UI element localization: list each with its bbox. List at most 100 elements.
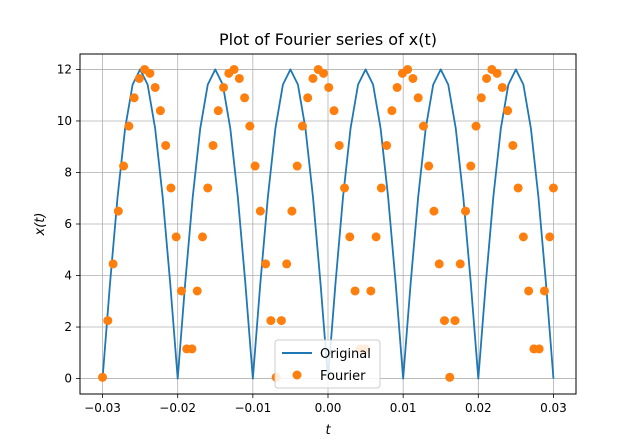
fourier-point [287,206,297,216]
legend-original-label: Original [320,347,371,362]
y-tick-label: 0 [64,372,72,386]
y-axis-label: x(t) [33,213,48,237]
fourier-point [418,121,428,131]
fourier-point [203,183,213,193]
fourier-point [150,82,160,92]
fourier-point [329,106,339,116]
x-tick-label: 0.03 [540,401,567,415]
fourier-point [476,93,486,103]
fourier-point [276,316,286,326]
fourier-point [471,121,481,131]
fourier-point [318,68,328,78]
chart-title: Plot of Fourier series of x(t) [219,30,437,49]
fourier-point [545,232,555,242]
fourier-point [250,161,260,171]
fourier-point [98,372,108,382]
fourier-point [171,232,181,242]
fourier-point [303,93,313,103]
x-tick-label: −0.02 [159,401,196,415]
fourier-point [403,64,413,74]
fourier-point [113,206,123,216]
x-tick-label: 0.02 [465,401,492,415]
y-tick-label: 4 [64,269,72,283]
x-tick-label: 0.00 [315,401,342,415]
fourier-point [524,286,534,296]
x-tick-label: −0.03 [84,401,121,415]
x-axis-ticks: −0.03 −0.02 −0.01 0.00 0.01 0.02 0.03 [84,394,567,415]
y-tick-label: 8 [64,165,72,179]
fourier-point [266,316,276,326]
fourier-point [513,183,523,193]
fourier-point [292,161,302,171]
fourier-point [387,106,397,116]
fourier-point [213,106,223,116]
fourier-point [548,183,558,193]
fourier-point [492,68,502,78]
fourier-point [155,106,165,116]
y-tick-label: 2 [64,320,72,334]
fourier-point [466,161,476,171]
fourier-point [350,286,360,296]
fourier-point [240,93,250,103]
fourier-point [413,93,423,103]
fourier-point [345,232,355,242]
fourier-point [424,161,434,171]
x-axis-label: t [325,423,331,438]
fourier-point [497,82,507,92]
fourier-point [166,183,176,193]
x-tick-label: −0.01 [234,401,271,415]
fourier-point [508,140,518,150]
fourier-point [124,121,134,131]
fourier-point [119,161,129,171]
fourier-point [392,82,402,92]
fourier-point [408,73,418,83]
fourier-point [455,259,465,269]
fourier-point [539,286,549,296]
fourier-point [219,82,229,92]
fourier-point [282,259,292,269]
y-axis-ticks: 0 2 4 6 8 10 12 [57,62,80,386]
fourier-point [108,259,118,269]
fourier-point [429,206,439,216]
fourier-point [439,316,449,326]
fourier-point [145,68,155,78]
fourier-point [434,259,444,269]
fourier-point [376,183,386,193]
fourier-point [503,106,513,116]
fourier-point [129,93,139,103]
fourier-point [308,73,318,83]
fourier-point [482,73,492,83]
fourier-point [518,232,528,242]
fourier-point [366,286,376,296]
fourier-point [234,73,244,83]
fourier-point [534,344,544,354]
legend: Original Fourier [274,339,381,389]
fourier-point [450,316,460,326]
x-tick-label: 0.01 [390,401,417,415]
fourier-point [382,140,392,150]
fourier-point [192,286,202,296]
grid [80,54,576,394]
fourier-point [103,316,113,326]
fourier-point [461,206,471,216]
y-tick-label: 6 [64,217,72,231]
fourier-point [198,232,207,242]
y-tick-label: 12 [57,62,72,76]
fourier-point [340,183,350,193]
fourier-point [334,140,344,150]
fourier-point [176,286,186,296]
fourier-point [245,121,255,131]
fourier-point [371,232,381,242]
legend-fourier-label: Fourier [320,369,366,384]
fourier-point [161,140,171,150]
fourier-point [445,372,455,382]
fourier-point [187,344,197,354]
y-tick-label: 10 [57,114,72,128]
fourier-point [261,259,271,269]
fourier-point [297,121,307,131]
fourier-point [255,206,265,216]
fourier-point [208,140,218,150]
legend-fourier-swatch [292,370,302,380]
fourier-point [134,73,144,83]
